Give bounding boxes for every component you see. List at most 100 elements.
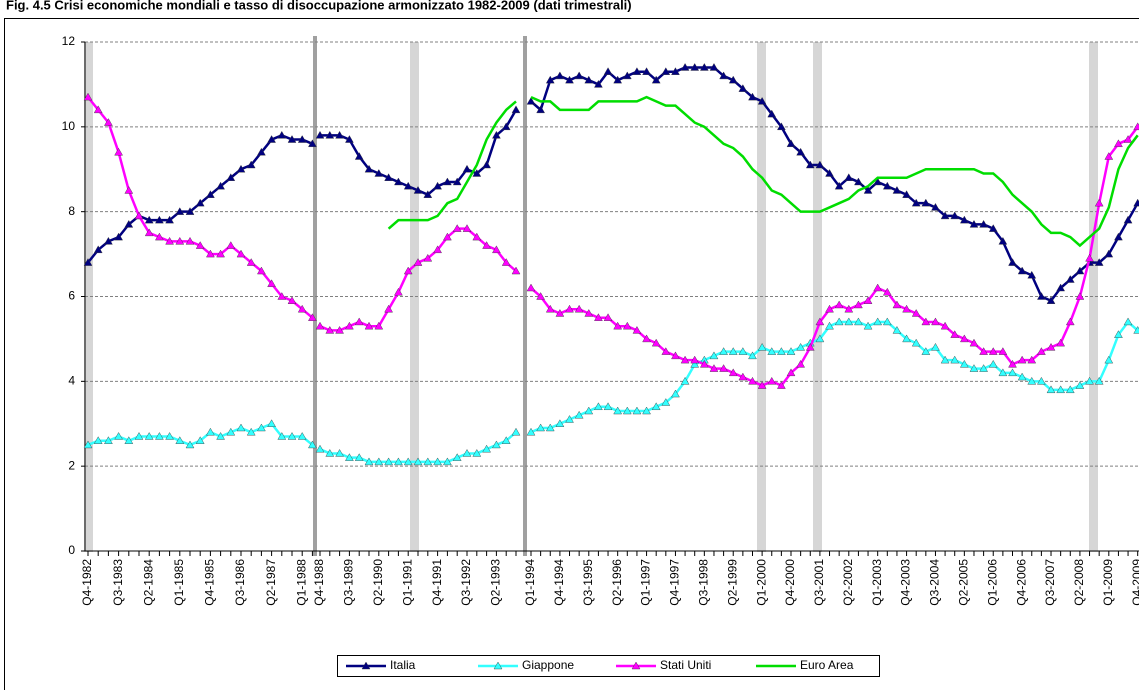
point-marker [277,292,287,300]
point-marker [1017,266,1027,275]
point-marker [1085,376,1094,385]
point-marker [267,135,276,143]
point-marker [216,181,225,190]
point-marker [134,432,144,440]
point-marker [124,436,134,444]
point-marker [315,444,325,453]
point-marker [308,440,317,449]
point-marker [374,169,384,177]
x-tick-label: Q2-1993 [489,559,503,606]
point-marker [267,419,276,427]
point-marker [226,241,236,249]
point-marker [911,309,921,317]
point-marker [257,266,266,275]
y-tick-label: 4 [68,374,75,388]
x-tick-label: Q2-1990 [371,559,385,606]
point-marker [815,160,825,169]
point-marker [144,432,154,440]
point-marker [364,321,374,330]
point-marker [777,122,786,131]
point-marker [287,432,297,440]
point-marker [854,300,863,309]
point-marker [594,80,603,88]
point-marker [1008,359,1017,368]
point-marker [988,347,998,355]
point-marker [969,219,979,228]
point-marker [574,304,584,313]
x-tick-label: Q4-1982 [80,559,94,606]
point-marker [287,296,297,304]
point-marker [501,436,511,444]
point-marker [555,419,565,427]
point-marker [1123,135,1133,143]
point-marker [748,92,757,101]
point-marker [335,449,344,457]
legend-marker [361,661,371,670]
point-marker [940,321,950,330]
point-marker [1017,355,1027,364]
point-marker [423,253,433,262]
point-marker [757,342,767,351]
point-marker [882,287,892,296]
point-marker [969,338,979,347]
point-marker [603,402,613,410]
point-marker [882,317,892,326]
point-marker [863,296,873,304]
point-marker [1085,253,1094,262]
point-marker [1075,266,1085,275]
x-tick-label: Q3-2001 [812,559,826,606]
point-marker [940,211,950,220]
series-line [530,126,1139,388]
point-marker [403,457,413,466]
point-marker [413,457,423,466]
point-marker [1027,270,1037,279]
point-marker [622,321,632,330]
point-marker [93,105,103,114]
point-marker [709,364,719,372]
x-tick-label: Q4-2006 [1014,559,1028,606]
point-marker [699,359,709,368]
x-tick-label: Q4-1985 [203,559,217,606]
point-marker [413,186,423,194]
point-marker [709,63,719,71]
point-marker [472,169,482,177]
point-marker [257,147,266,156]
point-marker [844,304,854,313]
point-marker [921,198,931,207]
point-marker [124,219,134,228]
x-tick-label: Q1-2009 [1101,559,1115,606]
series-line [387,100,517,230]
crisis-band [410,42,419,552]
point-marker [988,224,998,232]
point-marker [394,457,403,466]
point-marker [911,338,921,347]
y-tick-label: 2 [68,458,75,472]
point-marker [287,135,297,143]
point-marker [1123,317,1133,326]
point-marker [565,304,574,313]
point-marker [354,152,364,160]
point-marker [1056,283,1065,292]
chart-title: Fig. 4.5 Crisi economiche mondiali e tas… [6,0,632,12]
point-marker [345,453,354,461]
point-marker [345,321,354,330]
point-marker [297,135,307,143]
point-marker [931,203,940,211]
point-marker [613,75,623,84]
x-tick-label: Q1-1994 [523,559,537,606]
point-marker [545,423,555,432]
point-marker [998,368,1008,377]
point-marker [144,215,154,224]
point-marker [526,283,536,292]
point-marker [815,334,825,343]
point-marker [931,342,940,351]
point-marker [175,207,185,215]
x-tick-label: Q2-2008 [1072,559,1086,606]
point-marker [374,457,384,466]
point-marker [1037,376,1046,385]
point-marker [511,105,521,114]
point-marker [315,130,325,139]
point-marker [748,376,757,385]
x-tick-label: Q4-1994 [552,559,566,606]
